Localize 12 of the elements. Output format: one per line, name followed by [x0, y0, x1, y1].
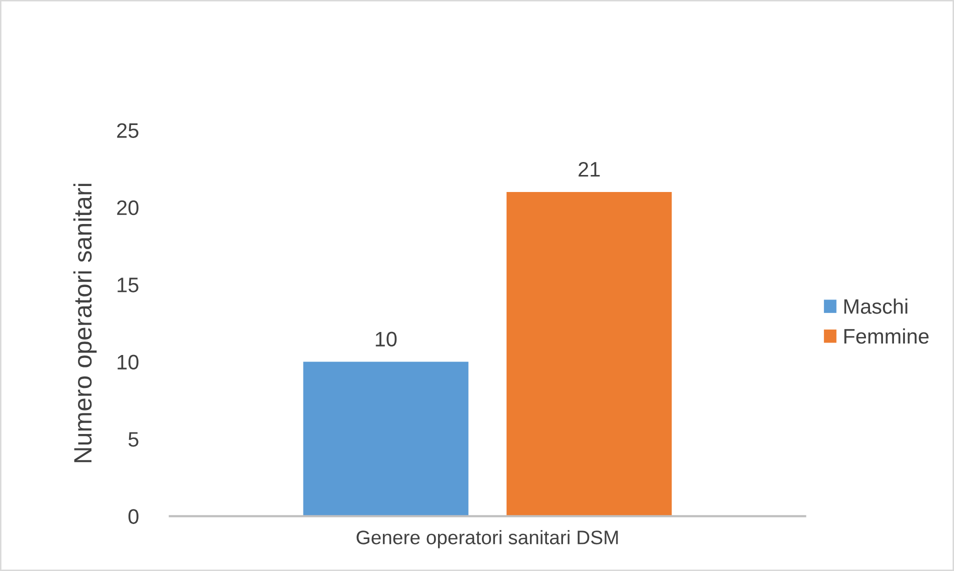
y-tick-label: 10 [118, 354, 138, 370]
data-label: 21 [578, 162, 600, 177]
y-tick-label: 15 [118, 278, 138, 292]
x-tick-label: Genere operatori sanitari DSM [356, 530, 618, 548]
legend-label: Maschi [844, 298, 908, 314]
y-tick-label: 25 [117, 123, 138, 138]
y-axis-title: Numero operatori sanitari [73, 184, 97, 462]
y-tick-label: 5 [128, 432, 138, 447]
legend-label: Femmine [844, 328, 929, 344]
y-tick-label: 0 [128, 509, 138, 524]
data-label: 10 [376, 332, 397, 347]
y-tick-label: 20 [117, 200, 138, 216]
